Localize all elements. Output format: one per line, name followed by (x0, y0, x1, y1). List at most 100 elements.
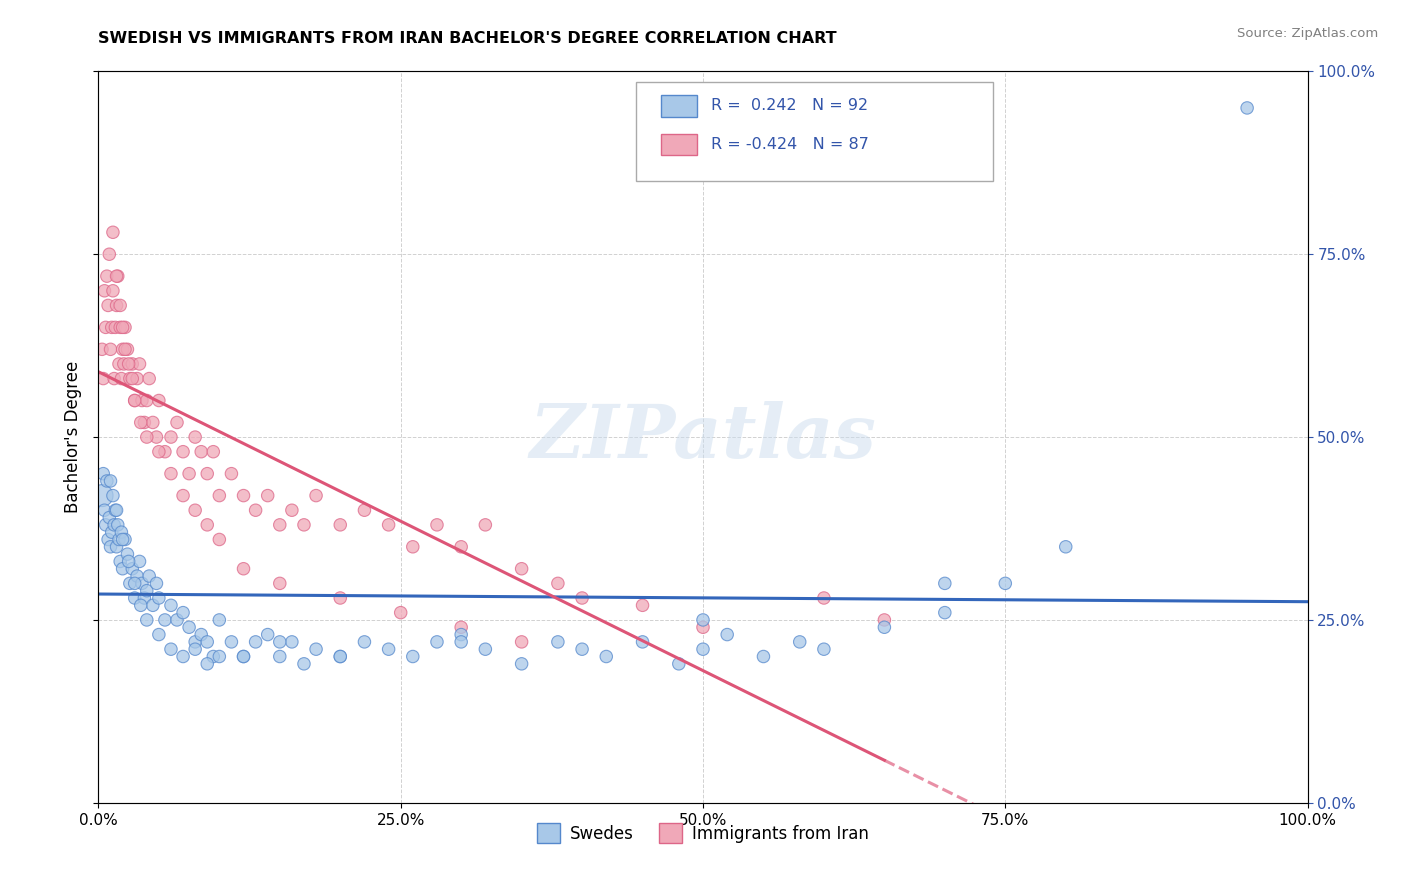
Point (148, 627, 170, 641)
Point (692, 613, 714, 627)
Point (172, 489, 194, 503)
Point (103, 371, 125, 385)
Point (148, 444, 170, 458)
Point (91, 489, 114, 503)
Point (142, 416, 165, 430)
Point (105, 269, 128, 284)
Point (145, 430, 167, 444)
Point (474, 642, 496, 657)
Point (127, 371, 149, 385)
Point (377, 517, 399, 532)
Point (94, 320, 117, 334)
Point (256, 627, 278, 641)
Point (160, 430, 183, 444)
Point (128, 357, 150, 371)
Point (232, 649, 254, 664)
Point (108, 357, 131, 371)
Point (124, 393, 146, 408)
Text: R = -0.424   N = 87: R = -0.424 N = 87 (711, 137, 869, 152)
Point (117, 547, 139, 561)
Point (208, 533, 231, 547)
Point (124, 393, 146, 408)
Point (142, 599, 165, 613)
Point (105, 298, 128, 312)
Point (118, 371, 141, 385)
Point (107, 269, 129, 284)
Point (184, 503, 207, 517)
Text: Source: ZipAtlas.com: Source: ZipAtlas.com (1237, 27, 1378, 40)
Point (716, 627, 738, 641)
Point (118, 576, 141, 591)
Point (221, 467, 243, 481)
Point (127, 569, 149, 583)
Point (160, 599, 183, 613)
Point (108, 298, 131, 312)
Point (108, 320, 131, 334)
Point (402, 540, 425, 554)
Point (97, 533, 120, 547)
Point (190, 627, 212, 641)
Point (195, 517, 218, 532)
Point (91, 343, 114, 357)
Point (160, 642, 183, 657)
Point (153, 613, 176, 627)
FancyBboxPatch shape (637, 82, 993, 181)
Point (131, 576, 153, 591)
Point (148, 393, 170, 408)
Point (184, 642, 207, 657)
Point (668, 657, 690, 671)
Point (114, 343, 136, 357)
Point (994, 576, 1017, 591)
Point (105, 503, 128, 517)
Point (450, 620, 472, 634)
Point (571, 642, 593, 657)
Point (329, 649, 352, 664)
Point (121, 357, 143, 371)
Point (108, 533, 131, 547)
Point (105, 540, 128, 554)
Point (124, 591, 146, 605)
Point (389, 606, 412, 620)
Text: SWEDISH VS IMMIGRANTS FROM IRAN BACHELOR'S DEGREE CORRELATION CHART: SWEDISH VS IMMIGRANTS FROM IRAN BACHELOR… (98, 31, 837, 46)
Point (172, 444, 194, 458)
Point (98, 247, 121, 261)
Point (547, 576, 569, 591)
Point (292, 517, 315, 532)
Point (111, 562, 134, 576)
Point (329, 649, 352, 664)
Point (135, 583, 157, 598)
Point (202, 444, 225, 458)
Point (450, 635, 472, 649)
Point (269, 576, 291, 591)
Point (114, 320, 136, 334)
Point (114, 533, 136, 547)
Text: ZIPatlas: ZIPatlas (530, 401, 876, 474)
Point (873, 613, 896, 627)
Point (160, 467, 183, 481)
Point (256, 489, 278, 503)
Point (179, 467, 201, 481)
Point (101, 489, 124, 503)
Point (111, 533, 134, 547)
Point (305, 642, 328, 657)
Point (94, 517, 117, 532)
Point (269, 649, 291, 664)
Point (813, 642, 835, 657)
Point (121, 371, 143, 385)
Text: R =  0.242   N = 92: R = 0.242 N = 92 (711, 98, 869, 113)
Point (97, 298, 120, 312)
Point (1236, 101, 1258, 115)
Point (100, 474, 122, 488)
Point (118, 554, 141, 568)
Point (145, 576, 167, 591)
Point (110, 371, 132, 385)
Point (232, 489, 254, 503)
Point (124, 576, 146, 591)
Point (129, 599, 152, 613)
Point (281, 635, 304, 649)
Point (110, 525, 132, 540)
Bar (661, 95, 697, 118)
Point (148, 591, 170, 605)
Point (93, 503, 115, 517)
Point (100, 540, 122, 554)
